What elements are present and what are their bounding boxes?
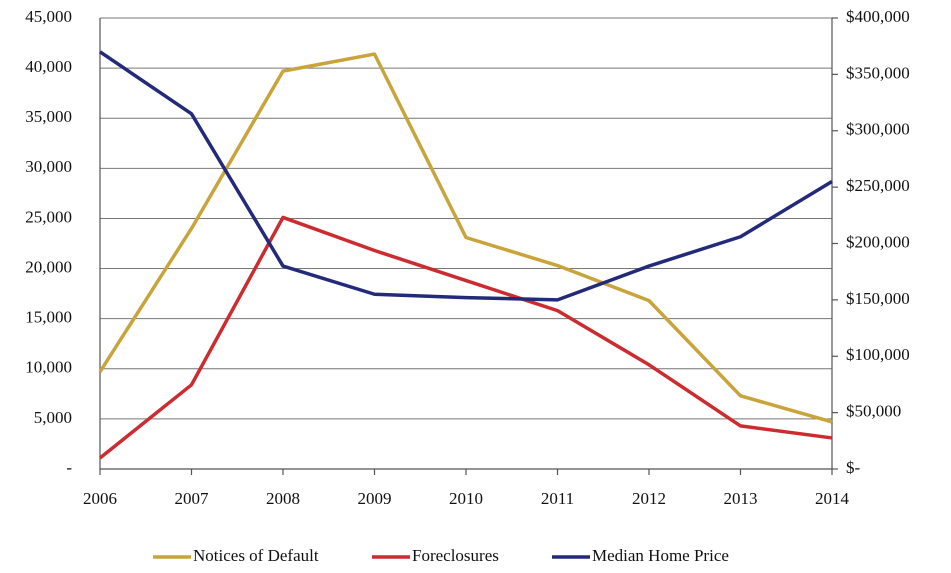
y2-tick-label: $400,000 bbox=[846, 7, 910, 26]
y2-tick-label: $300,000 bbox=[846, 120, 910, 139]
y-tick-label: 40,000 bbox=[25, 57, 72, 76]
y-tick-label: 15,000 bbox=[25, 308, 72, 327]
y2-tick-label: $- bbox=[846, 458, 861, 477]
series-line bbox=[98, 215, 833, 460]
series-line bbox=[99, 50, 833, 302]
y-tick-label: 35,000 bbox=[25, 107, 72, 126]
x-tick-label: 2010 bbox=[449, 489, 483, 508]
x-tick-label: 2006 bbox=[83, 489, 117, 508]
y-tick-label: 45,000 bbox=[25, 7, 72, 26]
y2-tick-label: $150,000 bbox=[846, 289, 910, 308]
y-tick-label: 25,000 bbox=[25, 207, 72, 226]
y-tick-label: 20,000 bbox=[25, 257, 72, 276]
y2-tick-label: $50,000 bbox=[846, 402, 901, 421]
x-tick-label: 2013 bbox=[724, 489, 758, 508]
x-tick-label: 2012 bbox=[632, 489, 666, 508]
y-tick-label: 10,000 bbox=[25, 358, 72, 377]
x-tick-label: 2014 bbox=[815, 489, 850, 508]
legend-label: Median Home Price bbox=[592, 546, 729, 565]
x-tick-label: 2011 bbox=[541, 489, 574, 508]
legend-label: Notices of Default bbox=[193, 546, 319, 565]
y-tick-label: 30,000 bbox=[25, 157, 72, 176]
series-line bbox=[98, 52, 833, 424]
y2-tick-label: $250,000 bbox=[846, 176, 910, 195]
x-tick-label: 2009 bbox=[358, 489, 392, 508]
y2-tick-label: $350,000 bbox=[846, 63, 910, 82]
y-tick-label: 5,000 bbox=[34, 408, 72, 427]
legend-label: Foreclosures bbox=[412, 546, 499, 565]
y2-tick-label: $200,000 bbox=[846, 232, 910, 251]
y-tick-label: - bbox=[66, 458, 72, 477]
x-tick-label: 2007 bbox=[175, 489, 210, 508]
y2-tick-label: $100,000 bbox=[846, 345, 910, 364]
x-tick-label: 2008 bbox=[266, 489, 300, 508]
